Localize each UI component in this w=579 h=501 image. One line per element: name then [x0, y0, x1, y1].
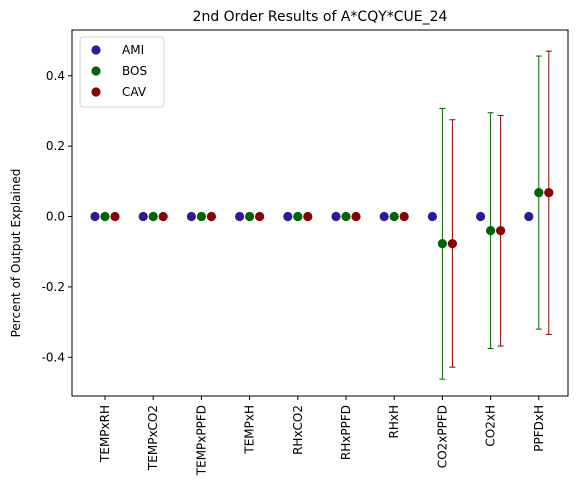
chart-title: 2nd Order Results of A*CQY*CUE_24: [193, 9, 448, 25]
y-tick-label: 0.2: [46, 139, 65, 153]
data-point: [293, 211, 303, 222]
series-points-bos: [100, 187, 544, 249]
x-tick-label: TEMPxCO2: [146, 405, 160, 471]
data-point: [186, 211, 196, 222]
data-point: [534, 187, 544, 198]
data-point: [331, 211, 341, 222]
legend-marker-ami: [91, 45, 101, 55]
y-tick-label: -0.2: [42, 280, 65, 294]
data-point: [351, 211, 361, 222]
data-point: [341, 211, 351, 222]
x-tick-label: TEMPxH: [243, 405, 257, 455]
x-tick-label: CO2xH: [484, 405, 498, 447]
data-point: [303, 211, 313, 222]
data-point: [437, 239, 447, 249]
data-point: [427, 211, 437, 222]
axes-frame: [71, 29, 569, 397]
data-point: [379, 211, 389, 222]
legend-label-bos: BOS: [122, 64, 147, 78]
x-tick-label: RHxH: [387, 405, 401, 439]
x-tick-label: TEMPxRH: [98, 405, 112, 463]
data-point: [524, 211, 534, 222]
data-point: [476, 211, 486, 222]
y-tick-label: 0.0: [46, 210, 65, 224]
data-point: [283, 211, 293, 222]
data-point: [544, 187, 554, 198]
x-tick-label: RHxPPFD: [339, 405, 353, 460]
data-point: [235, 211, 245, 222]
data-point: [255, 211, 265, 222]
y-tick-label: -0.4: [42, 350, 65, 364]
data-point: [90, 211, 100, 222]
series-points-cav: [110, 187, 554, 249]
series-points-ami: [90, 211, 534, 222]
data-point: [245, 211, 255, 222]
x-tick-label: PPFDxH: [532, 405, 546, 452]
legend-label-cav: CAV: [122, 85, 147, 99]
plot-area: [90, 50, 554, 380]
data-point: [206, 211, 216, 222]
x-tick-label: CO2xPPFD: [435, 405, 449, 468]
data-point: [399, 211, 409, 222]
data-point: [158, 211, 168, 222]
y-axis-label: Percent of Output Explained: [9, 169, 23, 338]
data-point: [138, 211, 148, 222]
data-point: [110, 211, 120, 222]
legend-box: [79, 36, 165, 108]
data-point: [447, 239, 457, 249]
data-point: [148, 211, 158, 222]
legend-label-ami: AMI: [122, 43, 144, 57]
data-point: [389, 211, 399, 222]
legend-marker-cav: [91, 87, 101, 97]
data-point: [196, 211, 206, 222]
data-point: [486, 225, 496, 236]
data-point: [100, 211, 110, 222]
x-tick-label: RHxCO2: [291, 405, 305, 455]
legend-marker-bos: [91, 66, 101, 76]
x-tick-label: TEMPxPPFD: [194, 405, 208, 476]
data-point: [496, 225, 506, 236]
y-tick-label: 0.4: [46, 69, 65, 83]
legend: AMI BOS CAV: [79, 36, 165, 108]
